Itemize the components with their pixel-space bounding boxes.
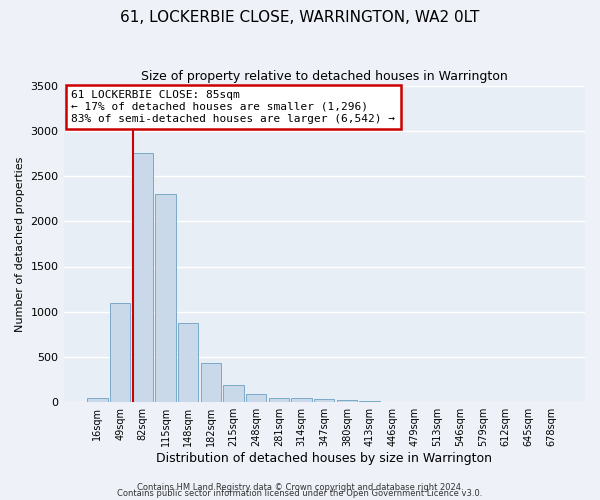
Title: Size of property relative to detached houses in Warrington: Size of property relative to detached ho… bbox=[141, 70, 508, 83]
Y-axis label: Number of detached properties: Number of detached properties bbox=[15, 156, 25, 332]
Text: 61 LOCKERBIE CLOSE: 85sqm
← 17% of detached houses are smaller (1,296)
83% of se: 61 LOCKERBIE CLOSE: 85sqm ← 17% of detac… bbox=[71, 90, 395, 124]
Bar bbox=[200, 364, 221, 402]
Bar bbox=[337, 400, 357, 402]
Bar bbox=[314, 400, 334, 402]
Bar bbox=[178, 322, 199, 402]
X-axis label: Distribution of detached houses by size in Warrington: Distribution of detached houses by size … bbox=[156, 452, 492, 465]
Bar bbox=[246, 394, 266, 402]
Text: Contains public sector information licensed under the Open Government Licence v3: Contains public sector information licen… bbox=[118, 490, 482, 498]
Bar bbox=[269, 398, 289, 402]
Bar bbox=[110, 302, 130, 402]
Text: 61, LOCKERBIE CLOSE, WARRINGTON, WA2 0LT: 61, LOCKERBIE CLOSE, WARRINGTON, WA2 0LT bbox=[121, 10, 479, 25]
Bar bbox=[133, 154, 153, 402]
Text: Contains HM Land Registry data © Crown copyright and database right 2024.: Contains HM Land Registry data © Crown c… bbox=[137, 484, 463, 492]
Bar bbox=[87, 398, 107, 402]
Bar bbox=[223, 386, 244, 402]
Bar bbox=[292, 398, 312, 402]
Bar bbox=[155, 194, 176, 402]
